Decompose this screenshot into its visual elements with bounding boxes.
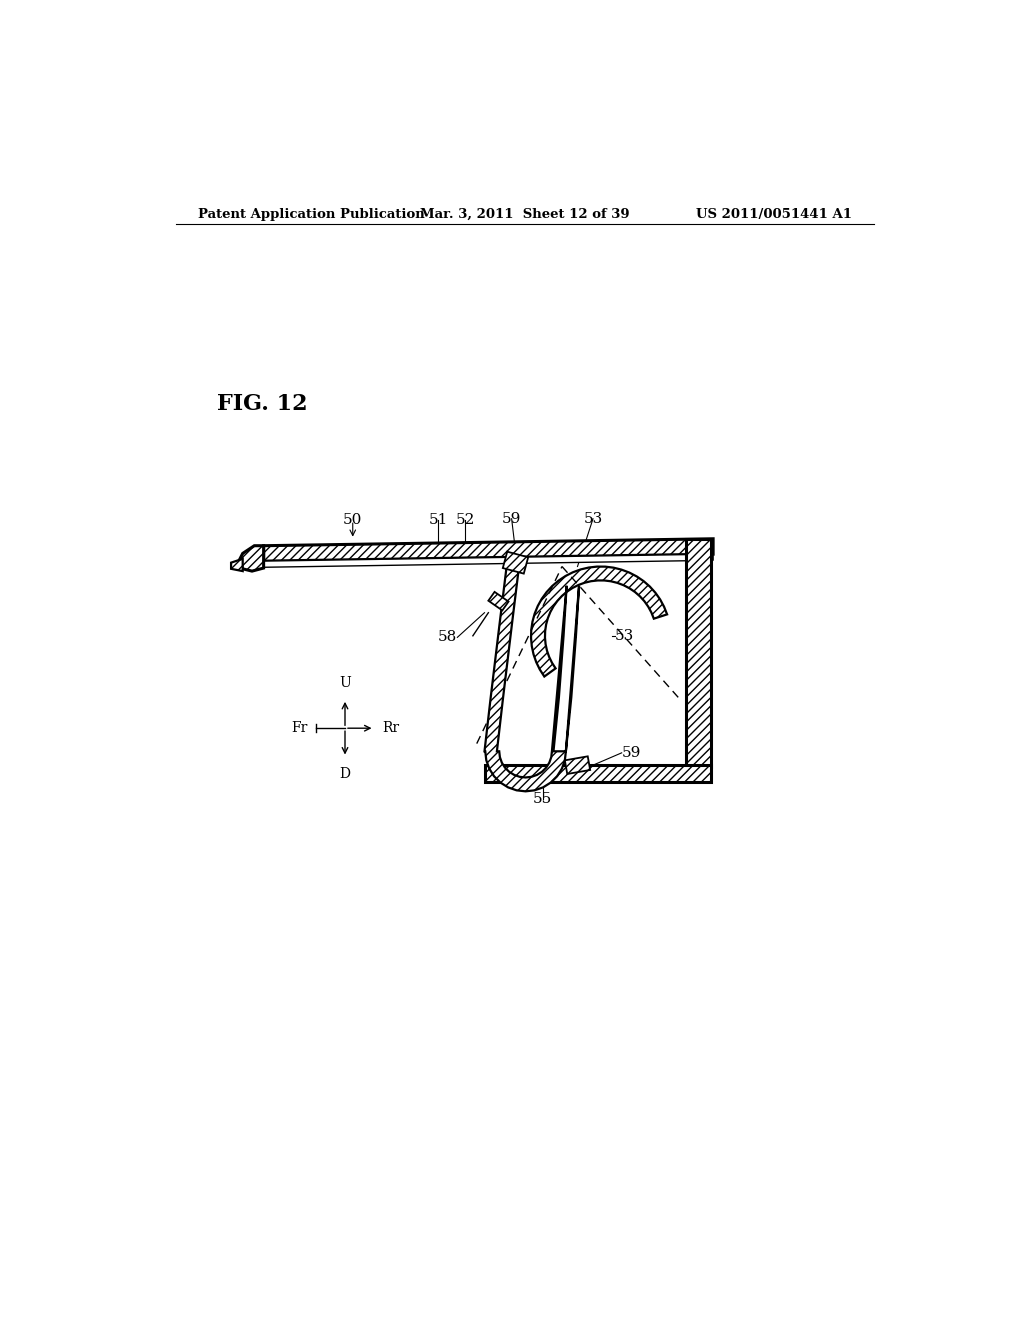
Text: D: D — [340, 767, 350, 780]
Text: U: U — [339, 676, 351, 689]
Text: 55: 55 — [534, 792, 552, 807]
Text: US 2011/0051441 A1: US 2011/0051441 A1 — [696, 207, 852, 220]
Text: 58: 58 — [438, 631, 458, 644]
Text: 50: 50 — [343, 513, 362, 527]
Polygon shape — [239, 545, 263, 572]
Polygon shape — [484, 766, 711, 781]
Text: 53: 53 — [614, 628, 634, 643]
Polygon shape — [565, 756, 590, 774]
Text: 59: 59 — [502, 512, 521, 525]
Polygon shape — [484, 557, 579, 792]
Text: 51: 51 — [428, 513, 447, 527]
Text: Patent Application Publication: Patent Application Publication — [198, 207, 425, 220]
Text: 53: 53 — [584, 512, 603, 525]
Text: Mar. 3, 2011  Sheet 12 of 39: Mar. 3, 2011 Sheet 12 of 39 — [420, 207, 630, 220]
Text: Rr: Rr — [382, 721, 399, 735]
Text: 52: 52 — [456, 513, 475, 527]
Polygon shape — [531, 566, 667, 677]
Text: Fr: Fr — [292, 721, 308, 735]
Polygon shape — [263, 554, 713, 568]
Text: 59: 59 — [622, 746, 641, 760]
Polygon shape — [488, 591, 509, 610]
Polygon shape — [231, 558, 243, 572]
Polygon shape — [503, 552, 528, 574]
Polygon shape — [263, 539, 713, 561]
Text: FIG. 12: FIG. 12 — [217, 393, 308, 416]
Polygon shape — [686, 539, 711, 767]
